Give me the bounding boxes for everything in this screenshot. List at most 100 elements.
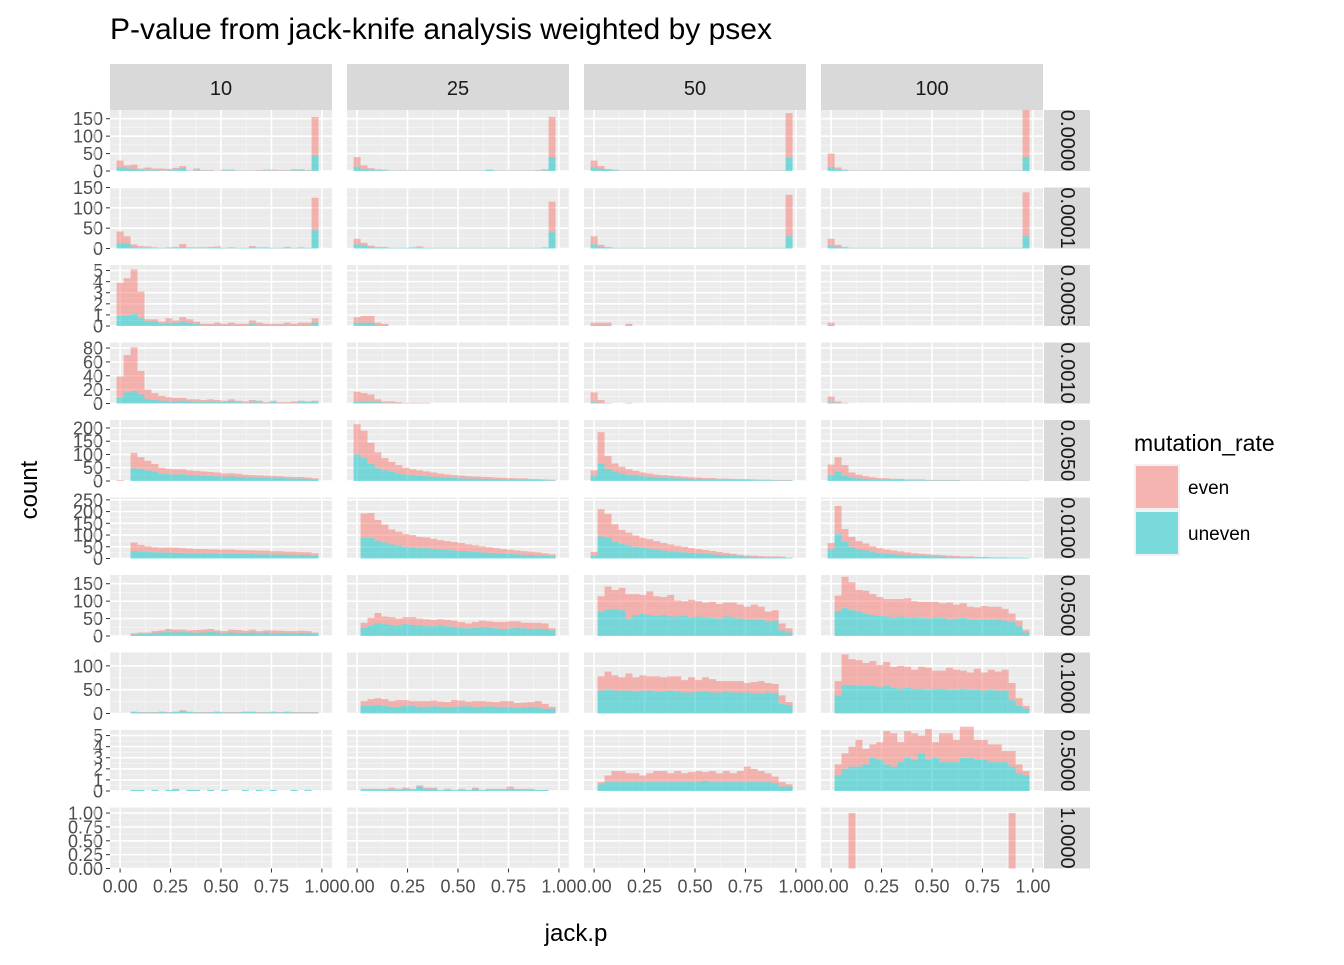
bar-uneven: [758, 480, 765, 481]
bar-even: [514, 478, 521, 479]
bar-uneven: [298, 170, 305, 171]
bar-even: [855, 740, 862, 767]
facet-strip-col-label: 10: [210, 78, 232, 100]
bar-even: [598, 596, 605, 611]
bar-uneven: [737, 782, 744, 791]
bar-uneven: [200, 553, 207, 558]
bar-uneven: [744, 480, 751, 481]
bar-even: [361, 431, 368, 459]
bar-uneven: [165, 323, 172, 326]
bar-uneven: [409, 706, 416, 714]
bar-even: [911, 601, 918, 617]
bar-uneven: [709, 554, 716, 558]
bar-uneven: [305, 325, 312, 326]
bar-uneven: [291, 713, 298, 714]
facet-strip-row-0.5000: 0.5000: [1044, 730, 1090, 791]
bar-uneven: [277, 325, 284, 326]
bar-even: [493, 789, 500, 790]
bar-uneven: [186, 401, 193, 403]
bar-uneven: [479, 552, 486, 558]
bar-even: [876, 597, 883, 616]
bar-even: [270, 170, 277, 171]
bar-even: [354, 239, 361, 245]
bar-even: [535, 623, 542, 629]
bar-uneven: [953, 480, 960, 481]
bar-uneven: [242, 790, 249, 791]
bar-even: [270, 324, 277, 325]
bar-even: [744, 767, 751, 783]
bar-uneven: [528, 480, 535, 481]
bar-uneven: [291, 403, 298, 404]
bar-even: [416, 470, 423, 475]
facet-panel-100-0.0100: [806, 498, 1043, 559]
bar-even: [284, 552, 291, 555]
bar-even: [179, 548, 186, 553]
bar-even: [186, 470, 193, 475]
bar-uneven: [611, 782, 618, 791]
x-tick-label: 0.50: [677, 877, 712, 897]
bar-uneven: [646, 549, 653, 559]
bar-uneven: [842, 476, 849, 481]
bar-even: [751, 479, 758, 480]
bar-even: [591, 161, 598, 168]
bar-even: [144, 461, 151, 471]
bar-uneven: [151, 170, 158, 171]
bar-uneven: [458, 551, 465, 559]
bar-uneven: [263, 478, 270, 481]
x-tick-label: 0.00: [577, 877, 612, 897]
bar-uneven: [625, 325, 632, 326]
bar-even: [1023, 192, 1030, 236]
bar-uneven: [235, 325, 242, 326]
bar-uneven: [932, 758, 939, 791]
bar-even: [228, 550, 235, 554]
bar-uneven: [639, 691, 646, 714]
bar-uneven: [249, 712, 256, 713]
bar-even: [388, 701, 395, 707]
bar-uneven: [716, 619, 723, 636]
bar-uneven: [967, 557, 974, 558]
bar-even: [932, 555, 939, 557]
bar-uneven: [500, 479, 507, 481]
bar-even: [277, 324, 284, 325]
bar-uneven: [842, 608, 849, 636]
facet-panel-50-1.0000: [569, 808, 806, 869]
bar-uneven: [423, 789, 430, 791]
bar-even: [890, 599, 897, 617]
bar-even: [430, 788, 437, 789]
bar-even: [312, 117, 319, 155]
facet-panel-100-0.0000: [806, 110, 1043, 171]
bar-even: [430, 539, 437, 549]
bar-even: [256, 247, 263, 248]
bar-even: [221, 550, 228, 554]
bar-even: [256, 170, 263, 171]
bar-uneven: [598, 325, 605, 326]
bar-even: [361, 393, 368, 401]
bar-even: [528, 702, 535, 707]
bar-uneven: [758, 693, 765, 713]
bar-even: [939, 555, 946, 556]
bar-uneven: [842, 685, 849, 714]
bar-even: [883, 599, 890, 616]
bar-uneven: [368, 706, 375, 714]
bar-uneven: [172, 790, 179, 791]
bar-uneven: [472, 628, 479, 636]
bar-uneven: [263, 713, 270, 714]
bar-uneven: [374, 402, 381, 403]
bar-uneven: [911, 617, 918, 636]
bar-even: [744, 555, 751, 556]
bar-even: [151, 169, 158, 171]
bar-even: [451, 621, 458, 627]
bar-even: [625, 324, 632, 325]
bar-even: [1023, 771, 1030, 775]
bar-even: [598, 166, 605, 169]
bar-uneven: [765, 557, 772, 558]
bar-uneven: [695, 479, 702, 481]
bar-uneven: [465, 790, 472, 791]
bar-even: [172, 469, 179, 474]
bar-uneven: [465, 551, 472, 558]
bar-even: [437, 474, 444, 478]
bar-uneven: [779, 787, 786, 791]
bar-even: [395, 402, 402, 403]
bar-even: [598, 323, 605, 325]
bar-uneven: [430, 789, 437, 791]
